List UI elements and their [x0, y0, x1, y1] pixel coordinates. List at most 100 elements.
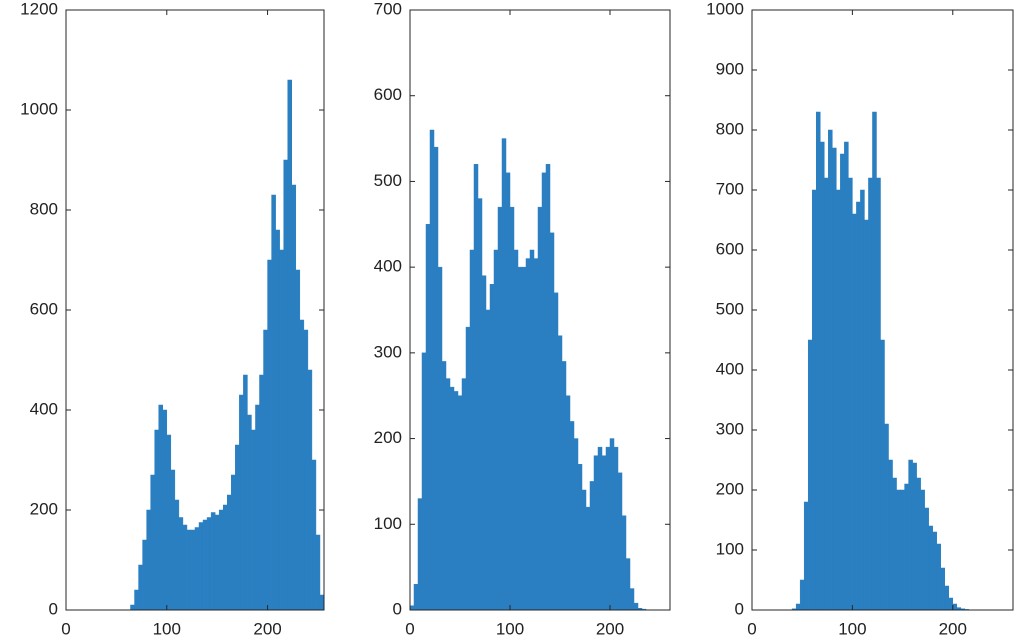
bar — [501, 138, 507, 611]
bar — [856, 201, 861, 611]
bar — [916, 477, 921, 611]
y-tick-label: 200 — [374, 428, 402, 447]
bar — [146, 509, 151, 611]
bar — [413, 584, 419, 611]
bar — [433, 146, 439, 611]
bar — [170, 469, 176, 611]
bar — [437, 266, 443, 611]
y-tick-label: 300 — [716, 419, 744, 438]
bar — [481, 275, 487, 611]
bar — [840, 153, 845, 611]
bar — [908, 459, 913, 611]
x-tick-label: 200 — [253, 619, 281, 638]
bar — [880, 339, 885, 611]
bar — [597, 446, 603, 611]
x-tick-label: 0 — [61, 619, 70, 638]
bar — [545, 164, 551, 611]
bar — [815, 111, 821, 611]
y-tick-label: 400 — [30, 399, 58, 418]
histogram-panel: 0 200 400 600 800 1000 1200 0 100 200 — [20, 0, 325, 638]
bar — [417, 498, 423, 611]
bar — [198, 522, 204, 611]
bar — [569, 421, 575, 611]
histogram-panel: 0 100 200 300 400 500 600 700 800 900 1000 0 100 200 — [706, 0, 1014, 638]
bar — [202, 519, 208, 611]
bar — [589, 481, 595, 611]
bar — [218, 509, 224, 611]
x-tick-label: 100 — [496, 619, 524, 638]
bar — [617, 472, 623, 611]
bar — [529, 249, 535, 611]
bar — [449, 386, 455, 611]
bar — [429, 129, 435, 611]
bar — [283, 159, 288, 611]
bar — [477, 198, 483, 611]
bar — [263, 329, 268, 611]
bar — [231, 474, 236, 611]
bar — [920, 489, 925, 611]
bar — [924, 507, 929, 611]
bar — [166, 434, 172, 611]
bar — [836, 189, 841, 611]
bar — [795, 603, 801, 611]
bar — [565, 395, 571, 611]
bar — [130, 604, 135, 611]
x-tick-label: 0 — [747, 619, 756, 638]
y-tick-label: 400 — [716, 359, 744, 378]
y-tick-label: 500 — [374, 171, 402, 190]
bar — [613, 446, 619, 611]
bar — [605, 446, 611, 611]
bar — [581, 489, 587, 611]
bar — [852, 213, 857, 611]
bar — [601, 455, 607, 611]
bar — [912, 462, 917, 611]
y-tick-label: 800 — [716, 119, 744, 138]
bar — [239, 394, 244, 611]
bar — [860, 189, 865, 611]
bar — [525, 258, 531, 611]
bar — [182, 524, 188, 611]
bar — [541, 172, 547, 611]
y-tick-label: 600 — [374, 85, 402, 104]
bar — [944, 585, 950, 611]
y-tick-label: 100 — [716, 539, 744, 558]
bar — [247, 414, 252, 611]
bar — [585, 506, 591, 611]
bar — [461, 378, 467, 611]
y-tick-label: 400 — [374, 257, 402, 276]
bar — [521, 266, 527, 611]
bar — [892, 477, 897, 611]
bar — [489, 284, 495, 611]
y-tick-label: 900 — [716, 59, 744, 78]
bar — [445, 378, 451, 611]
bar — [267, 259, 272, 611]
bar — [533, 258, 539, 611]
bar — [425, 224, 431, 611]
x-tick-label: 200 — [939, 619, 967, 638]
bar — [210, 512, 216, 611]
bar — [884, 423, 889, 611]
bar — [485, 309, 491, 611]
y-tick-label: 0 — [735, 599, 744, 618]
bar — [271, 194, 276, 611]
bar — [469, 249, 475, 611]
bar — [621, 515, 627, 611]
bar — [409, 605, 415, 611]
bar — [940, 567, 945, 611]
y-tick-label: 100 — [374, 514, 402, 533]
bar — [936, 543, 941, 611]
bar — [235, 444, 240, 611]
bar — [537, 206, 543, 611]
bar — [465, 326, 471, 611]
bar — [493, 249, 499, 611]
bar — [505, 172, 511, 611]
y-tick-label: 0 — [393, 599, 402, 618]
bar — [421, 352, 427, 611]
bar — [259, 374, 264, 611]
x-tick-label: 100 — [838, 619, 866, 638]
bar — [453, 391, 459, 611]
bar — [227, 494, 232, 611]
axes-box — [409, 9, 671, 611]
bar — [876, 177, 881, 611]
y-tick-label: 200 — [30, 499, 58, 518]
